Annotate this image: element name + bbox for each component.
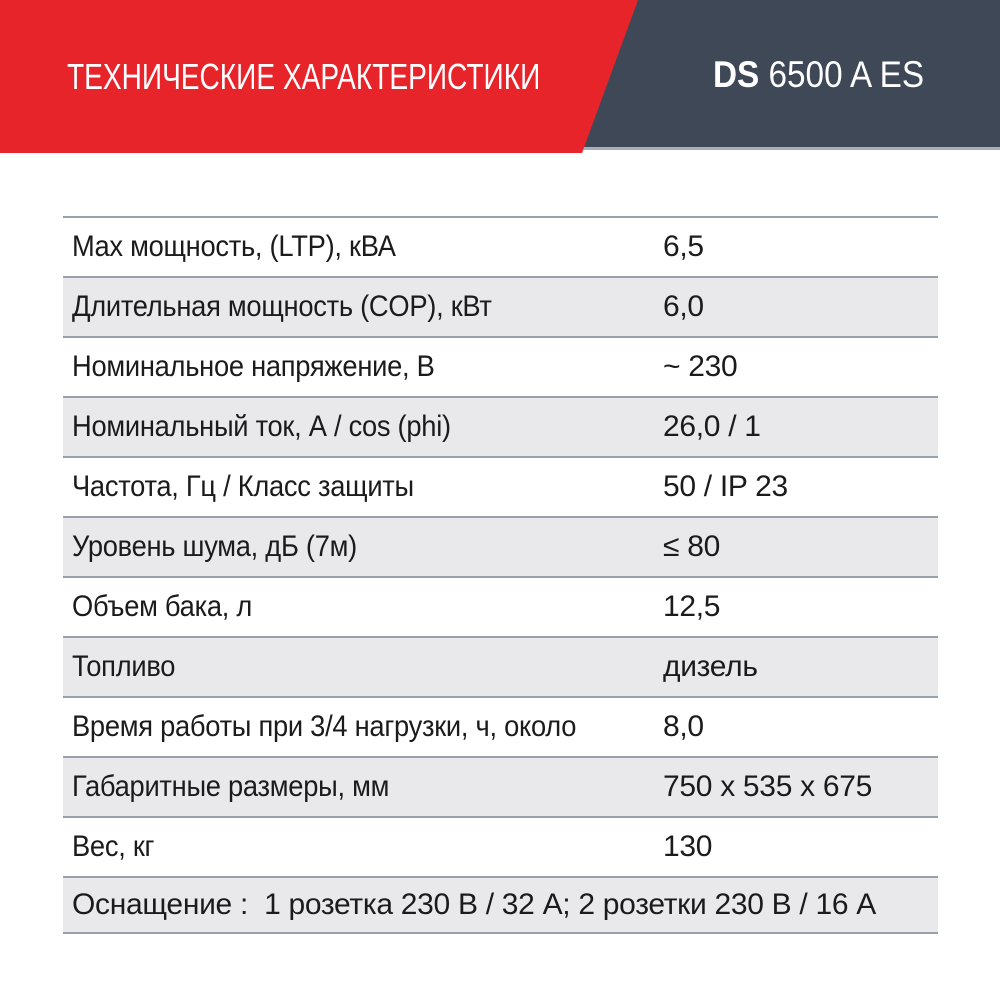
spec-label: Max мощность, (LTP), кВА: [72, 230, 396, 263]
spec-label: Номинальное напряжение, В: [72, 350, 435, 383]
spec-row: Номинальный ток, А / cos (phi) 26,0 / 1: [63, 398, 938, 458]
spec-value: 26,0 / 1: [663, 410, 761, 443]
header-banner: ТЕХНИЧЕСКИЕ ХАРАКТЕРИСТИКИ DS 6500 A ES: [0, 0, 1000, 153]
spec-table: Max мощность, (LTP), кВА 6,5 Длительная мо…: [63, 216, 938, 934]
spec-row: Уровень шума, дБ (7м) ≤ 80: [63, 518, 938, 578]
spec-value: 130: [663, 830, 713, 863]
model-name-series: DS: [713, 54, 760, 95]
header-red-shape: [0, 0, 638, 153]
spec-value: 6,0: [663, 290, 704, 323]
spec-value: 6,5: [663, 230, 704, 263]
spec-label: Длительная мощность (COP), кВт: [72, 290, 492, 323]
spec-row: Длительная мощность (COP), кВт 6,0: [63, 278, 938, 338]
spec-label: Топливо: [72, 650, 176, 683]
spec-row: Объем бака, л 12,5: [63, 578, 938, 638]
model-name: DS 6500 A ES: [713, 54, 924, 96]
spec-label: Уровень шума, дБ (7м): [72, 530, 357, 563]
spec-footer-row: Оснащение : 1 розетка 230 В / 32 А; 2 ро…: [63, 878, 938, 934]
spec-row: Частота, Гц / Класс защиты 50 / IP 23: [63, 458, 938, 518]
spec-value: ≤ 80: [663, 530, 720, 563]
model-name-number: 6500 A ES: [759, 54, 925, 95]
spec-row: Max мощность, (LTP), кВА 6,5: [63, 218, 938, 278]
spec-value: ~ 230: [663, 350, 738, 383]
spec-label: Габаритные размеры, мм: [72, 770, 390, 803]
spec-footer-text: Оснащение : 1 розетка 230 В / 32 А; 2 ро…: [72, 888, 876, 921]
spec-row: Время работы при 3/4 нагрузки, ч, около 8…: [63, 698, 938, 758]
spec-label: Вес, кг: [72, 830, 155, 863]
spec-row: Вес, кг 130: [63, 818, 938, 878]
spec-value: 750 x 535 x 675: [663, 770, 873, 803]
page-title: ТЕХНИЧЕСКИЕ ХАРАКТЕРИСТИКИ: [67, 55, 541, 97]
spec-value: 12,5: [663, 590, 721, 623]
spec-label: Время работы при 3/4 нагрузки, ч, около: [72, 710, 577, 743]
spec-label: Номинальный ток, А / cos (phi): [72, 410, 451, 443]
spec-label: Объем бака, л: [72, 590, 253, 623]
spec-row: Габаритные размеры, мм 750 x 535 x 675: [63, 758, 938, 818]
spec-value: 50 / IP 23: [663, 470, 788, 503]
spec-label: Частота, Гц / Класс защиты: [72, 470, 414, 503]
spec-value: дизель: [663, 650, 758, 683]
spec-row: Топливо дизель: [63, 638, 938, 698]
spec-value: 8,0: [663, 710, 704, 743]
spec-row: Номинальное напряжение, В ~ 230: [63, 338, 938, 398]
